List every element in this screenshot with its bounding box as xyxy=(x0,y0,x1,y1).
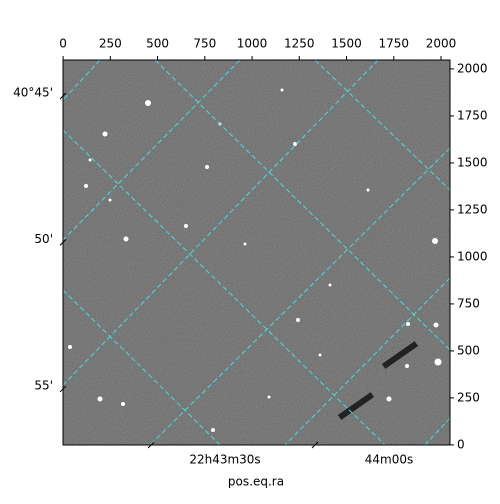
x-tick-label: 2000 xyxy=(426,37,457,51)
stars xyxy=(68,88,442,432)
x-tick-label: 1000 xyxy=(237,37,268,51)
x-tick-label: 500 xyxy=(146,37,169,51)
x-tick-label: 1250 xyxy=(284,37,315,51)
dec-tick-label: 50' xyxy=(34,232,53,246)
x-tick-label: 1500 xyxy=(331,37,362,51)
y-tick-label: 0 xyxy=(457,437,465,451)
y-tick-label: 2000 xyxy=(457,61,488,75)
y-tick-label: 1250 xyxy=(457,202,488,216)
sky-image xyxy=(63,60,450,445)
ra-tick-label: 22h43m30s xyxy=(189,453,260,467)
x-tick-label: 0 xyxy=(59,37,67,51)
y-tick-label: 750 xyxy=(457,296,480,310)
dec-tick xyxy=(59,239,67,246)
y-tick-label: 1500 xyxy=(457,155,488,169)
ra-tick xyxy=(147,441,155,449)
y-tick-label: 250 xyxy=(457,390,480,404)
x-tick-label: 250 xyxy=(99,37,122,51)
dec-tick xyxy=(59,92,67,100)
x-tick-label: 1750 xyxy=(379,37,410,51)
coordinate-grid xyxy=(63,60,450,445)
y-tick-label: 1750 xyxy=(457,108,488,122)
x-tick-label: 750 xyxy=(193,37,216,51)
plot-frame xyxy=(62,59,451,446)
dec-tick-label: 40°45' xyxy=(13,86,53,100)
dec-tick-label: 55' xyxy=(34,378,53,392)
y-tick-label: 1000 xyxy=(457,249,488,263)
dec-tick xyxy=(59,385,67,393)
x-axis-label: pos.eq.ra xyxy=(228,475,284,489)
ra-tick xyxy=(311,441,319,449)
ra-tick-label: 44m00s xyxy=(365,453,413,467)
y-tick-label: 500 xyxy=(457,343,480,357)
